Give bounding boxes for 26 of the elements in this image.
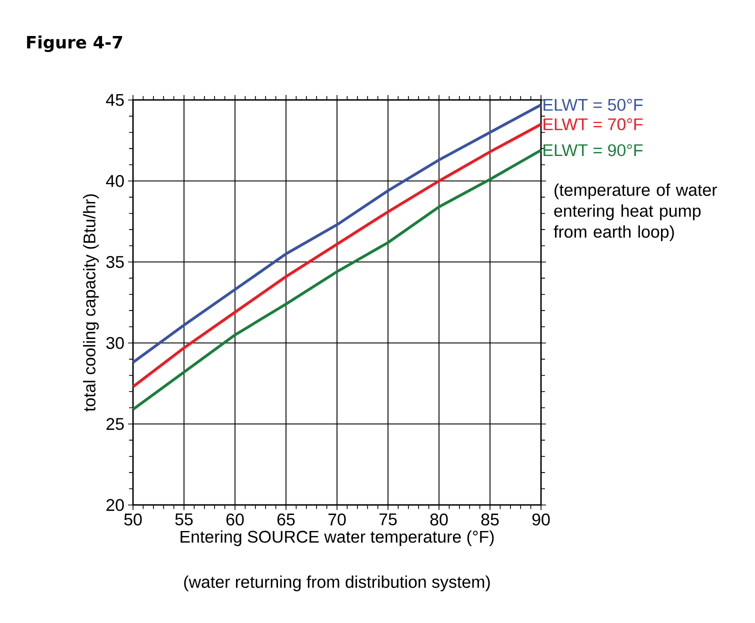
line-series — [132, 148, 542, 411]
x-tick-label: 75 — [379, 514, 397, 526]
series-label: ELWT = 50°F — [544, 98, 643, 111]
x-tick-label: 80 — [430, 514, 448, 526]
line-series — [132, 122, 542, 388]
x-tick-label: 60 — [226, 514, 244, 526]
x-tick-label: 55 — [175, 514, 193, 526]
x-axis-title: Entering SOURCE water temperature (°F) — [180, 530, 494, 546]
x-tick-label: 70 — [328, 514, 346, 526]
text: (water returning from distribution system) — [184, 576, 490, 592]
x-tick-label: 65 — [277, 514, 295, 526]
y-tick-label: 40 — [106, 174, 124, 187]
x-tick-label: 85 — [481, 514, 499, 526]
y-tick-label: 25 — [106, 418, 124, 430]
y-axis-title: total cooling capacity (Btu/hr) — [83, 194, 99, 412]
y-tick-label: 30 — [106, 336, 124, 349]
y-tick-label: 20 — [106, 498, 124, 511]
series-label: ELWT = 90°F — [544, 144, 643, 156]
series-label: ELWT = 70°F — [544, 118, 643, 130]
line-series — [132, 103, 542, 364]
text: (temperature of water entering heat pump from earth loop) — [554, 184, 717, 242]
x-tick-label: 90 — [532, 514, 550, 526]
chart-title: Figure 4-7 — [27, 36, 122, 52]
y-tick-label: 35 — [106, 256, 124, 268]
y-tick-label: 45 — [106, 94, 124, 106]
x-tick-label: 50 — [124, 514, 142, 526]
